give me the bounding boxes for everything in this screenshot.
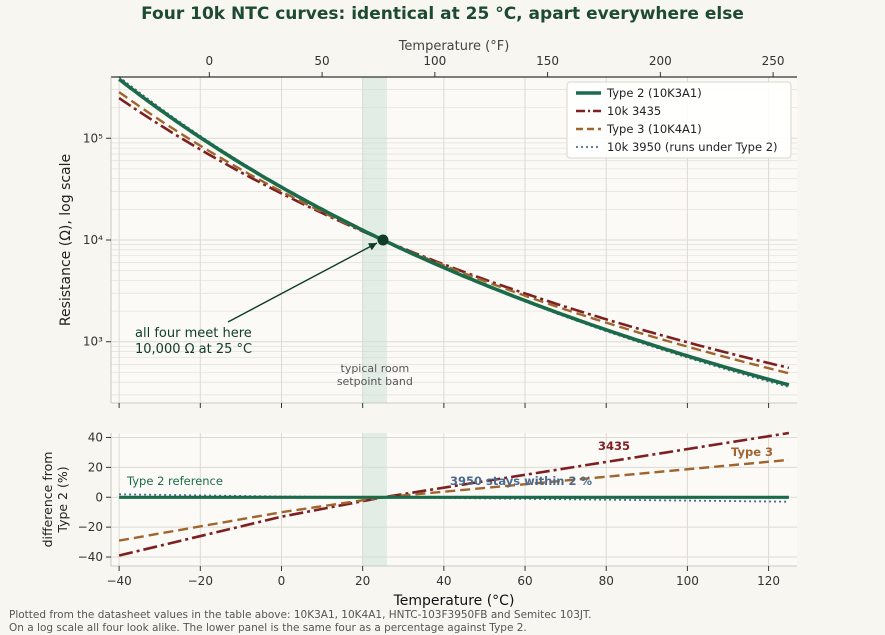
f-tick-label-0: 0 [206,54,214,68]
b3950-label: 3950 stays within 2 % [450,474,592,488]
bot-y-tick-label-4: 40 [88,430,103,444]
x-tick-label-3: 20 [355,574,370,588]
diff-curve-type3 [118,458,790,542]
f-tick-label-4: 200 [649,54,672,68]
x-tick-label-1: −20 [188,574,213,588]
diff-curve-3950 [119,493,789,503]
temperature-x-axis-label: Temperature (°C) [393,593,515,609]
difference-y-axis-label-line-2: Type 2 (%) [55,466,70,533]
legend-box [566,81,792,159]
y-tick-label-2: 10⁵ [83,131,103,145]
caption-line-1: Plotted from the datasheet values in the… [9,609,592,621]
band-label-line-1: typical room [341,362,410,375]
meet-annotation-arrow [227,242,378,323]
meet-annotation-arrowhead [368,243,377,251]
difference-plot-area [111,433,797,566]
type3-label: Type 3 [731,445,773,459]
y-tick-label-1: 10⁴ [83,233,103,247]
resistance-axes: 0 50 100 150 200 250 10³ 10⁴ 10⁵ [83,54,797,408]
curve-solid [118,77,790,387]
resistance-panel: 0 50 100 150 200 250 10³ 10⁴ 10⁵ typical room se… [58,39,797,408]
legend-label-1: 10k 3435 [607,104,661,118]
type2-reference-label: Type 2 reference [126,474,223,488]
caption: Plotted from the datasheet values in the… [9,609,592,634]
x-tick-label-2: 0 [278,574,286,588]
resistance-y-axis-label: Resistance (Ω), log scale [58,154,74,326]
bot-y-tick-label-2: 0 [95,490,103,504]
x-tick-label-6: 80 [599,574,614,588]
bot-y-tick-label-3: 20 [88,460,103,474]
f-tick-label-1: 50 [314,54,329,68]
difference-panel: −40 −20 0 20 40 60 80 100 120 −40 −20 0 20 40 Type 2 … [40,430,797,609]
x-tick-label-8: 120 [757,574,780,588]
bot-y-tick-label-0: −40 [78,550,103,564]
f-tick-label-3: 150 [536,54,559,68]
fahrenheit-axis-label: Temperature (°F) [398,39,510,54]
x-tick-label-5: 60 [517,574,532,588]
difference-curves [118,431,790,557]
legend-label-2: Type 3 (10K4A1) [606,122,702,136]
difference-y-axis-label-line-1: difference from [40,452,55,548]
x-tick-label-4: 40 [436,574,451,588]
resistance-curves [118,76,790,388]
diff-curve-3435 [118,431,790,557]
legend-label-0: Type 2 (10K3A1) [606,86,702,100]
band-label-line-2: setpoint band [337,375,413,388]
legend: Type 2 (10K3A1) 10k 3435 Type 3 (10K4A1) 10… [566,81,792,159]
difference-axes: −40 −20 0 20 40 60 80 100 120 −40 −20 0 20 40 [78,430,797,588]
curve-dashed [118,91,790,375]
meet-annotation-line-2: 10,000 Ω at 25 °C [135,342,252,357]
f-tick-label-5: 250 [762,54,785,68]
chart-title: Four 10k NTC curves: identical at 25 °C,… [141,4,744,24]
b3435-label: 3435 [598,439,630,453]
meet-annotation-line-1: all four meet here [135,326,252,341]
f-tick-label-2: 100 [423,54,446,68]
bot-y-tick-label-1: −20 [78,520,103,534]
legend-label-3: 10k 3950 (runs under Type 2) [607,140,778,154]
x-tick-label-7: 100 [676,574,699,588]
caption-line-2: On a log scale all four look alike. The … [9,621,527,634]
meet-point-marker [377,234,389,246]
x-tick-label-0: −40 [106,574,131,588]
y-tick-label-0: 10³ [83,335,103,349]
